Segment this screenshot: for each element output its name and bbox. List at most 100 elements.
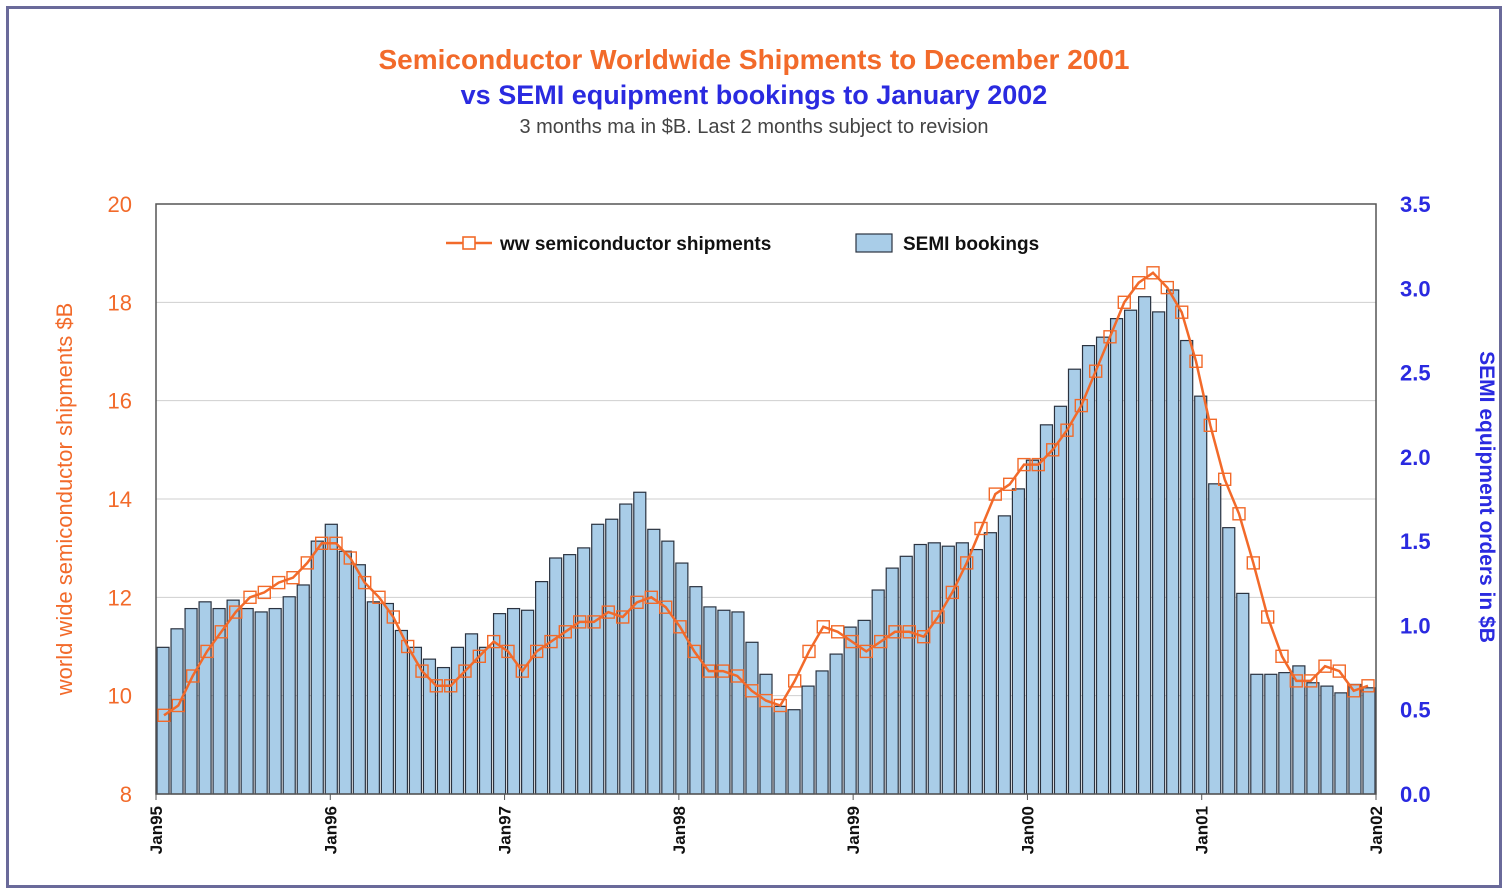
point-shipments	[1031, 457, 1046, 472]
point-shipments	[1146, 266, 1160, 280]
bar-semi-bookings	[282, 596, 296, 795]
bar-semi-bookings	[184, 607, 198, 795]
point-shipments	[530, 644, 544, 659]
bar-semi-bookings	[689, 586, 703, 795]
point-shipments	[759, 693, 773, 708]
point-shipments	[472, 649, 486, 663]
bar-semi-bookings	[1208, 483, 1222, 795]
point-shipments	[1332, 664, 1347, 678]
bar-semi-bookings	[731, 611, 745, 795]
bar-semi-bookings	[1152, 311, 1166, 795]
bar-semi-bookings	[843, 626, 857, 795]
bar-semi-bookings	[366, 601, 380, 795]
point-shipments	[157, 708, 171, 722]
point-shipments	[845, 634, 859, 649]
x-tick-label: Jan99	[844, 806, 863, 854]
bar-semi-bookings	[296, 584, 310, 795]
point-shipments	[587, 615, 601, 629]
y-left-tick-label: 8	[120, 782, 132, 807]
bar-semi-bookings	[1039, 424, 1054, 795]
point-shipments	[601, 605, 615, 619]
point-shipments	[945, 585, 959, 600]
point-shipments	[272, 575, 286, 590]
point-shipments	[1232, 507, 1246, 521]
point-shipments	[1346, 684, 1361, 698]
x-tick-label: Jan95	[147, 806, 166, 854]
point-shipments	[1103, 330, 1117, 344]
y-left-tick-label: 10	[108, 684, 132, 709]
point-shipments	[200, 644, 214, 659]
point-shipments	[1074, 398, 1089, 413]
bar-semi-bookings	[450, 646, 465, 795]
point-shipments	[802, 644, 816, 659]
bar-semi-bookings	[759, 673, 773, 795]
point-shipments	[429, 679, 443, 693]
point-shipments	[444, 679, 458, 693]
point-shipments	[874, 634, 888, 649]
bar-semi-bookings	[506, 607, 521, 795]
point-shipments	[1289, 674, 1304, 688]
point-shipments	[544, 634, 558, 649]
point-shipments	[1060, 423, 1074, 437]
bar-semi-bookings	[1123, 309, 1138, 795]
bar-semi-bookings	[338, 550, 352, 795]
point-shipments	[1117, 295, 1132, 309]
chart-title: Semiconductor Worldwide Shipments to Dec…	[378, 44, 1130, 75]
bar-semi-bookings	[240, 607, 254, 795]
chart-subtitle: vs SEMI equipment bookings to January 20…	[460, 80, 1048, 110]
bar-semi-bookings	[1166, 289, 1180, 795]
point-shipments	[630, 595, 644, 609]
point-shipments	[171, 698, 186, 713]
point-shipments	[816, 620, 830, 634]
bar-semi-bookings	[1194, 395, 1208, 795]
x-tick-label: Jan00	[1018, 806, 1037, 854]
bar-semi-bookings	[1109, 318, 1124, 795]
bar-semi-bookings	[675, 562, 689, 795]
point-shipments	[185, 669, 200, 683]
bar-semi-bookings	[1067, 368, 1082, 795]
point-shipments	[702, 664, 716, 678]
point-shipments	[644, 590, 658, 604]
x-tick-label: Jan98	[670, 806, 689, 854]
point-shipments	[659, 600, 673, 614]
y-right-tick-label: 0.5	[1400, 698, 1431, 723]
point-shipments	[1361, 679, 1375, 693]
bar-semi-bookings	[717, 609, 731, 795]
point-shipments	[573, 615, 587, 629]
bar-semi-bookings	[591, 523, 605, 795]
bar-semi-bookings	[394, 629, 409, 795]
legend-label-bookings: SEMI bookings	[903, 234, 1039, 255]
bar-semi-bookings	[997, 515, 1012, 795]
axis-ticks: 8 10 12 14 16 18 20 0.0 0.5 1.0 1.5 2.0 2.5 3.0 3.5 Jan…	[108, 192, 1431, 854]
bar-series-semi-bookings	[156, 289, 1376, 795]
bar-semi-bookings	[324, 523, 338, 795]
point-shipments	[1174, 305, 1189, 319]
point-shipments	[315, 536, 329, 550]
point-shipments	[788, 674, 802, 688]
point-shipments	[888, 625, 902, 639]
point-shipments	[257, 585, 271, 600]
y-right-tick-label: 3.0	[1400, 276, 1431, 301]
x-tick-label: Jan96	[321, 806, 340, 854]
point-shipments	[501, 644, 515, 659]
legend-bar-swatch	[855, 233, 893, 253]
point-shipments	[1088, 364, 1103, 378]
y-right-tick-label: 0.0	[1400, 782, 1431, 807]
y-right-tick-label: 1.5	[1400, 529, 1431, 554]
point-shipments	[1131, 276, 1146, 290]
point-shipments	[372, 590, 386, 604]
point-shipments	[745, 684, 759, 698]
point-shipments	[1160, 280, 1175, 295]
bar-semi-bookings	[1348, 683, 1362, 795]
bar-semi-bookings	[1081, 345, 1096, 795]
bar-semi-bookings	[535, 580, 549, 795]
bar-semi-bookings	[661, 540, 675, 795]
point-shipments	[487, 634, 501, 649]
point-shipments	[515, 664, 529, 678]
bar-semi-bookings	[1025, 459, 1040, 795]
x-tick-label: Jan97	[496, 806, 515, 854]
y-right-tick-label: 2.0	[1400, 445, 1431, 470]
bar-semi-bookings	[268, 607, 282, 795]
point-shipments	[286, 571, 300, 585]
